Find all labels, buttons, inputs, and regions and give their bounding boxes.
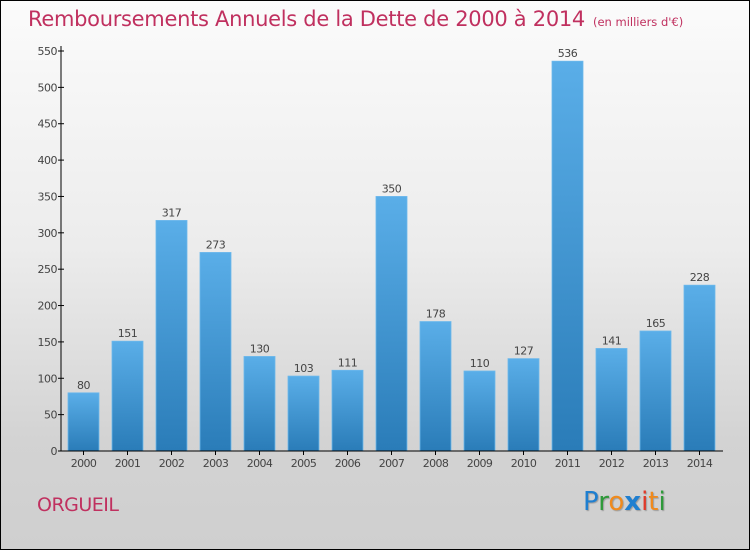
bar-value-label: 103 — [294, 362, 314, 375]
x-tick-label: 2014 — [687, 457, 713, 470]
x-tick-label: 2001 — [115, 457, 141, 470]
bar-value-label: 80 — [77, 379, 90, 392]
x-tick-label: 2002 — [159, 457, 185, 470]
bar-value-label: 151 — [118, 327, 138, 340]
chart-unit: (en milliers d'€) — [593, 15, 684, 29]
bar — [243, 356, 276, 452]
y-tick-label: 150 — [38, 336, 58, 349]
logo-letter: r — [598, 487, 609, 517]
y-tick-label: 0 — [51, 445, 58, 458]
bar-value-label: 165 — [646, 317, 666, 330]
x-tick-label: 2005 — [291, 457, 317, 470]
bar-value-label: 130 — [250, 342, 270, 355]
bar — [683, 284, 716, 452]
x-tick-label: 2003 — [203, 457, 229, 470]
y-tick-label: 50 — [44, 409, 57, 422]
bar — [287, 375, 320, 452]
bar — [375, 196, 408, 452]
logo-letter: P — [583, 487, 599, 517]
y-tick-label: 500 — [38, 81, 58, 94]
x-tick-label: 2011 — [555, 457, 581, 470]
bar-value-label: 228 — [690, 271, 710, 284]
proxiti-logo: Proxiti — [583, 487, 666, 517]
x-axis: 2000 2001 2002 2003 2004 2005 2006 2007 2008 2009… — [58, 450, 723, 470]
x-tick-label: 2012 — [599, 457, 625, 470]
bar-value-label: 273 — [206, 238, 226, 251]
bar — [155, 220, 188, 452]
bar-value-label: 110 — [470, 357, 490, 370]
bar — [507, 358, 540, 452]
bar — [639, 330, 672, 452]
y-tick-label: 350 — [38, 190, 58, 203]
y-tick-label: 300 — [38, 227, 58, 240]
bar-value-label: 317 — [162, 206, 182, 219]
x-tick-label: 2000 — [71, 457, 97, 470]
x-tick-label: 2013 — [643, 457, 669, 470]
logo-letter: o — [608, 487, 625, 517]
bar-value-label: 536 — [558, 47, 578, 60]
bar — [111, 340, 144, 452]
bar — [551, 60, 584, 452]
x-tick-label: 2009 — [467, 457, 493, 470]
bar — [419, 321, 452, 452]
x-tick-label: 2007 — [379, 457, 405, 470]
logo-letter: i — [641, 487, 649, 517]
y-tick-label: 400 — [38, 154, 58, 167]
logo-letter: x — [624, 487, 642, 517]
commune-name: ORGUEIL — [37, 494, 119, 516]
y-axis: 0 50 100 150 200 250 300 350 400 450 500 550 — [38, 45, 64, 458]
bars: 80 151 317 273 130 103 111 350 178 110 127 536 141 16… — [67, 47, 716, 452]
bar — [595, 348, 628, 452]
chart-title-main: Remboursements Annuels de la Dette de 20… — [28, 7, 585, 31]
x-tick-label: 2010 — [511, 457, 537, 470]
bar-value-label: 111 — [338, 356, 358, 369]
bar — [463, 370, 496, 452]
bar — [331, 369, 364, 452]
y-tick-label: 550 — [38, 45, 58, 58]
bar — [199, 252, 232, 452]
x-tick-label: 2004 — [247, 457, 273, 470]
bar-value-label: 127 — [514, 345, 534, 358]
bar — [67, 392, 100, 452]
chart-title: Remboursements Annuels de la Dette de 20… — [28, 7, 683, 31]
y-tick-label: 250 — [38, 263, 58, 276]
y-tick-label: 100 — [38, 372, 58, 385]
x-tick-label: 2006 — [335, 457, 361, 470]
y-tick-label: 450 — [38, 118, 58, 131]
logo-letter: i — [658, 487, 666, 517]
logo-letter: t — [648, 487, 659, 517]
x-tick-label: 2008 — [423, 457, 449, 470]
bar-value-label: 350 — [382, 182, 402, 195]
bar-value-label: 178 — [426, 308, 446, 321]
y-tick-label: 200 — [38, 300, 58, 313]
bar-value-label: 141 — [602, 334, 622, 347]
